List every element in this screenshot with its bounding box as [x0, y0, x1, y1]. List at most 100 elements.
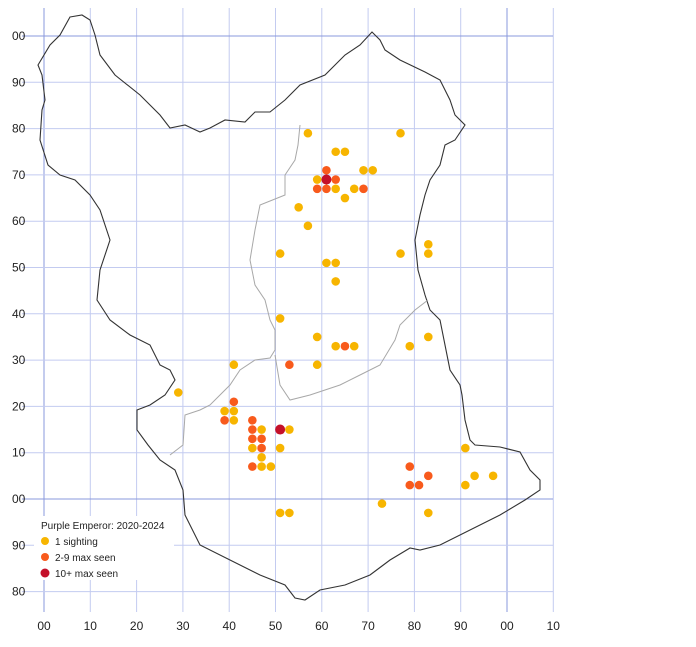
grid-lines: [22, 8, 554, 612]
y-tick-label: 20: [12, 399, 26, 413]
y-tick-label: 30: [12, 353, 26, 367]
x-tick-label: 10: [84, 619, 98, 633]
y-tick-label: 50: [12, 261, 26, 275]
dot-2-9-max-seen: [285, 360, 294, 370]
y-tick-label: 00: [12, 492, 26, 506]
dot-1-sighting: [331, 277, 340, 286]
legend-background: [34, 516, 174, 580]
record-dots: [173, 128, 498, 518]
dot-2-9-max-seen: [248, 434, 257, 444]
dot-1-sighting: [220, 406, 229, 416]
y-tick-label: 00: [12, 29, 26, 43]
dot-1-sighting: [275, 249, 285, 258]
dot-1-sighting: [396, 128, 405, 138]
dot-1-sighting: [423, 240, 433, 249]
y-tick-label: 90: [12, 75, 26, 89]
dot-2-9-max-seen: [248, 425, 257, 434]
dot-1-sighting: [331, 184, 340, 194]
legend-label-2-9: 2-9 max seen: [55, 553, 116, 564]
dot-2-9-max-seen: [220, 415, 229, 425]
dot-1-sighting: [359, 165, 368, 175]
dot-1-sighting: [257, 453, 266, 462]
x-tick-label: 80: [408, 619, 422, 633]
x-tick-label: 10: [547, 619, 561, 633]
dot-1-sighting: [331, 341, 340, 351]
x-tick-label: 60: [315, 619, 329, 633]
x-tick-label: 00: [37, 619, 51, 633]
dot-2-9-max-seen: [248, 462, 257, 471]
dot-1-sighting: [266, 462, 276, 471]
dot-2-9-max-seen: [312, 184, 322, 194]
dot-2-9-max-seen: [322, 165, 331, 175]
dot-1-sighting: [349, 341, 359, 351]
x-tick-label: 30: [176, 619, 190, 633]
y-tick-label: 80: [12, 122, 26, 136]
dot-1-sighting: [396, 249, 405, 258]
dot-1-sighting: [294, 203, 303, 212]
x-tick-label: 50: [269, 619, 283, 633]
dot-1-sighting: [303, 221, 313, 231]
dot-1-sighting: [275, 443, 285, 453]
dot-2-9-max-seen: [248, 415, 257, 425]
y-tick-label: 60: [12, 214, 26, 228]
dot-1-sighting: [405, 341, 415, 351]
district-boundary-west: [169, 124, 301, 456]
legend-title: Purple Emperor: 2020-2024: [41, 521, 165, 532]
dot-1-sighting: [229, 415, 239, 425]
dot-1-sighting: [423, 508, 433, 518]
dot-2-9-max-seen: [331, 175, 340, 184]
x-tick-label: 70: [361, 619, 375, 633]
district-boundary-south: [274, 299, 429, 401]
dot-1-sighting: [275, 314, 285, 323]
y-tick-label: 80: [12, 585, 26, 599]
x-axis-labels: 00 10 20 30 40 50 60 70 80 90 00 10: [37, 619, 560, 633]
dot-2-9-max-seen: [405, 462, 415, 471]
y-tick-label: 10: [12, 446, 26, 460]
dot-10-plus-max-seen: [275, 424, 286, 435]
dot-2-9-max-seen: [322, 184, 331, 194]
dot-1-sighting: [368, 165, 378, 175]
dot-1-sighting: [229, 406, 239, 416]
dot-1-sighting: [312, 360, 322, 370]
dot-1-sighting: [470, 471, 479, 481]
dot-1-sighting: [331, 147, 340, 157]
dot-2-9-max-seen: [257, 434, 266, 444]
y-tick-label: 40: [12, 307, 26, 321]
x-tick-label: 90: [454, 619, 468, 633]
dot-1-sighting: [423, 332, 433, 342]
x-tick-label: 20: [130, 619, 144, 633]
legend-swatch-2-9: [41, 553, 49, 561]
dot-1-sighting: [377, 499, 387, 508]
dot-2-9-max-seen: [340, 341, 350, 351]
dot-2-9-max-seen: [405, 480, 415, 490]
dot-1-sighting: [340, 193, 350, 203]
dot-1-sighting: [488, 471, 498, 481]
dot-1-sighting: [229, 360, 239, 370]
dot-1-sighting: [312, 175, 322, 184]
x-tick-label: 40: [223, 619, 237, 633]
dot-1-sighting: [248, 443, 257, 453]
legend-label-10-plus: 10+ max seen: [55, 569, 118, 580]
dot-1-sighting: [349, 184, 359, 194]
y-tick-label: 90: [12, 538, 26, 552]
dot-10-plus-max-seen: [321, 174, 332, 185]
dot-1-sighting: [331, 258, 340, 268]
dot-1-sighting: [303, 128, 313, 138]
dot-1-sighting: [322, 258, 331, 268]
legend: Purple Emperor: 2020-2024 1 sighting 2-9…: [34, 516, 174, 580]
x-tick-label: 00: [500, 619, 514, 633]
dot-1-sighting: [461, 443, 470, 453]
dot-1-sighting: [423, 249, 433, 258]
legend-swatch-10-plus: [40, 568, 50, 578]
dot-1-sighting: [285, 508, 294, 518]
dot-1-sighting: [257, 462, 266, 471]
dot-1-sighting: [173, 388, 183, 397]
legend-label-1-sighting: 1 sighting: [55, 537, 98, 548]
dot-1-sighting: [312, 332, 322, 342]
county-boundary: [37, 14, 541, 601]
dot-2-9-max-seen: [229, 397, 239, 407]
dot-1-sighting: [340, 147, 350, 157]
dot-2-9-max-seen: [257, 443, 266, 453]
